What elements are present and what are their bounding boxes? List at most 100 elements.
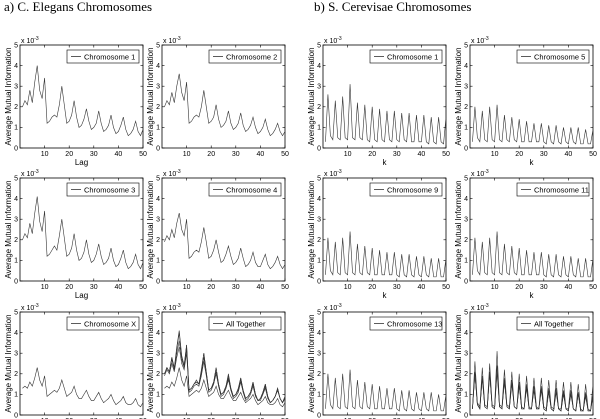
series-line [164, 330, 286, 404]
legend-label: Chromosome 9 [387, 185, 438, 194]
y-exponent-power: -3 [34, 169, 39, 175]
legend-label: Chromosome 1 [84, 52, 135, 61]
series-line [325, 84, 447, 145]
y-exponent-power: -3 [337, 36, 342, 42]
y-exponent-power: -3 [484, 303, 489, 309]
legend-label: Chromosome X [84, 319, 136, 328]
series-line [325, 231, 447, 278]
y-tick-label: 3 [464, 351, 468, 358]
y-tick-label: 3 [14, 217, 18, 224]
x-tick-label: 10 [344, 284, 352, 291]
y-tick-label: 1 [156, 392, 160, 399]
y-tick-label: 5 [156, 175, 160, 182]
y-tick-label: 4 [156, 196, 160, 203]
x-tick-label: 50 [281, 284, 289, 291]
y-tick-label: 0 [317, 412, 321, 419]
y-tick-label: 4 [317, 330, 321, 337]
legend-label: Chromosome 1 [387, 52, 438, 61]
y-axis-label: Average Mutual Information [454, 314, 463, 412]
x-tick-label: 20 [207, 151, 215, 158]
series-line [472, 369, 594, 412]
y-axis-label: Average Mutual Information [307, 180, 316, 278]
y-tick-label: 1 [317, 125, 321, 132]
y-tick-label: 0 [464, 412, 468, 419]
x-tick-label: 20 [65, 151, 73, 158]
plot-frame [469, 311, 594, 416]
y-exponent-power: -3 [34, 303, 39, 309]
y-tick-label: 2 [156, 104, 160, 111]
x-tick-label: 30 [90, 284, 98, 291]
y-tick-label: 2 [156, 371, 160, 378]
legend-box [369, 49, 443, 64]
legend-box [516, 316, 590, 331]
y-tick-label: 0 [14, 278, 18, 285]
y-tick-label: 0 [156, 412, 160, 419]
y-exponent-power: -3 [34, 36, 39, 42]
x-tick-label: 10 [41, 151, 49, 158]
x-tick-label: 50 [589, 284, 597, 291]
x-tick-label: 40 [418, 151, 426, 158]
legend-box [516, 49, 590, 64]
y-exponent-label: x 10-3 [163, 303, 181, 312]
x-tick-label: 20 [368, 284, 376, 291]
plot-frame [161, 177, 286, 282]
x-tick-label: 30 [393, 284, 401, 291]
y-exponent-label: x 10-3 [471, 169, 489, 178]
x-tick-label: 10 [41, 284, 49, 291]
x-tick-label: 40 [257, 284, 265, 291]
y-exponent-label: x 10-3 [21, 303, 39, 312]
y-axis-label: Average Mutual Information [307, 47, 316, 145]
y-tick-label: 1 [14, 258, 18, 265]
y-axis-label: Average Mutual Information [307, 314, 316, 412]
y-tick-label: 1 [464, 258, 468, 265]
y-tick-label: 5 [464, 175, 468, 182]
y-exponent-power: -3 [484, 36, 489, 42]
y-tick-label: 2 [317, 237, 321, 244]
series-line [22, 367, 144, 408]
y-exponent-label: x 10-3 [21, 36, 39, 45]
right-figure-title: b) S. Cerevisae Chromosomes [314, 0, 471, 14]
y-tick-label: 4 [14, 63, 18, 70]
left-figure-title: a) C. Elegans Chromosomes [4, 0, 152, 14]
y-tick-label: 3 [156, 84, 160, 91]
y-tick-label: 3 [317, 84, 321, 91]
plot-frame [322, 44, 447, 149]
x-tick-label: 40 [115, 151, 123, 158]
plot-frame [161, 44, 286, 149]
x-tick-label: 40 [418, 284, 426, 291]
plot-frame [19, 311, 144, 416]
y-tick-label: 0 [464, 145, 468, 152]
series-line [472, 104, 594, 145]
y-exponent-power: -3 [484, 169, 489, 175]
y-tick-label: 4 [464, 330, 468, 337]
legend-label: Chromosome 13 [387, 319, 442, 328]
series-line [22, 65, 144, 137]
y-exponent-power: -3 [176, 36, 181, 42]
x-tick-label: 40 [565, 284, 573, 291]
series-line [22, 196, 144, 270]
y-tick-label: 5 [317, 309, 321, 316]
y-exponent-label: x 10-3 [324, 169, 342, 178]
plot-frame [19, 177, 144, 282]
plot-frame [19, 44, 144, 149]
x-axis-label: k [383, 158, 388, 167]
y-tick-label: 5 [14, 175, 18, 182]
y-tick-label: 3 [464, 217, 468, 224]
x-axis-label: k [383, 291, 388, 300]
x-tick-label: 10 [183, 284, 191, 291]
y-exponent-label: x 10-3 [163, 169, 181, 178]
y-tick-label: 1 [317, 392, 321, 399]
y-tick-label: 4 [317, 196, 321, 203]
y-tick-label: 3 [317, 351, 321, 358]
y-tick-label: 2 [317, 371, 321, 378]
series-line [164, 346, 286, 404]
y-tick-label: 2 [317, 104, 321, 111]
x-tick-label: 30 [393, 151, 401, 158]
legend-label: Chromosome 2 [226, 52, 277, 61]
